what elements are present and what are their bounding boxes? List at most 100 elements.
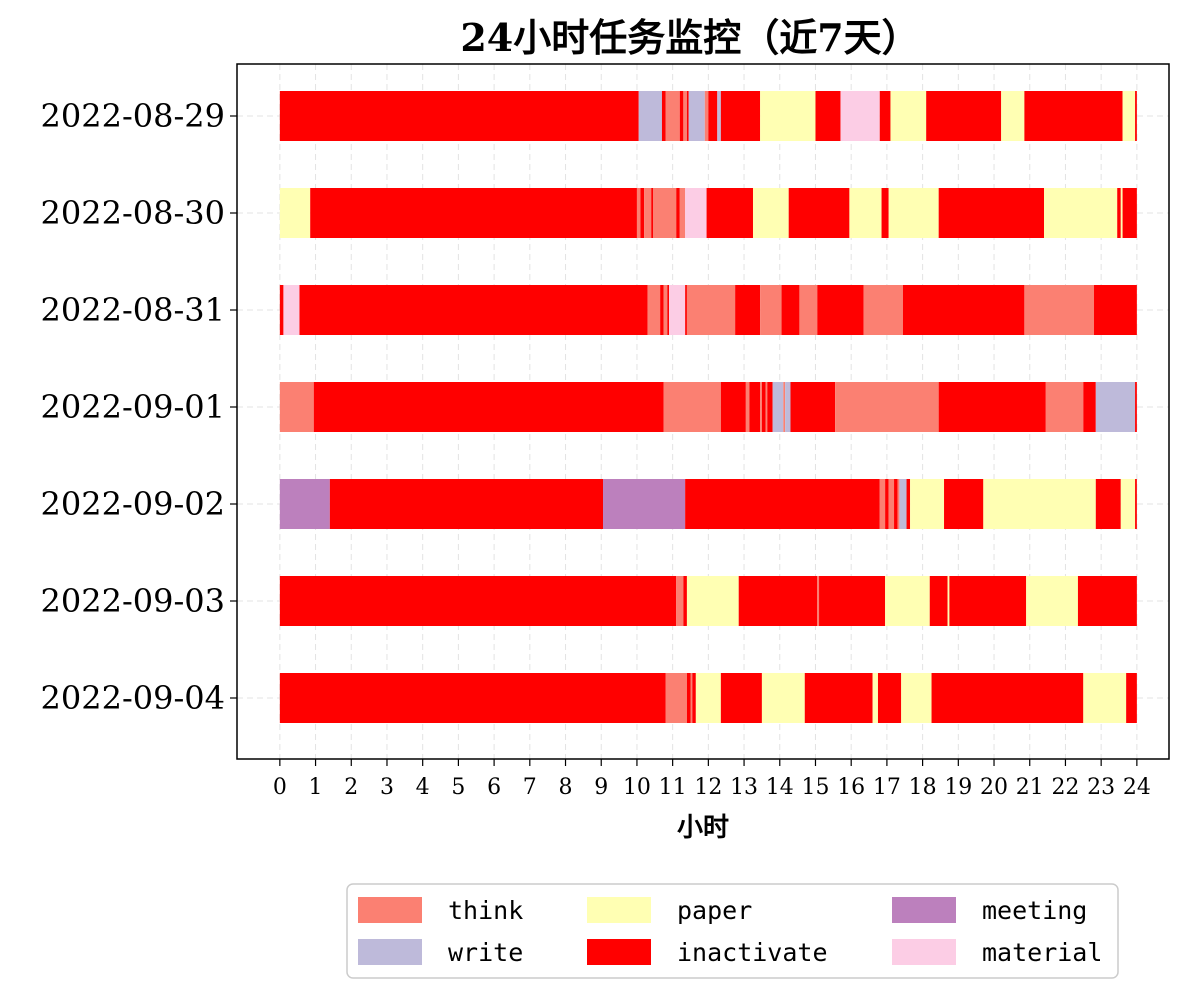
x-tick-label: 5 [451,775,465,800]
x-tick-label: 17 [873,775,901,800]
bar-segment-inactivate [640,188,645,238]
bar-segment-paper [947,576,950,626]
bar-segment-paper [890,91,927,141]
bar-segment-paper [1083,673,1127,723]
bar-segment-inactivate [877,673,902,723]
bar-segment-think [644,188,652,238]
bar-segment-inactivate [894,479,898,529]
bar-segment-inactivate [761,382,766,432]
bar-segment-think [760,285,782,335]
bar-segment-write [1095,382,1136,432]
bar-segment-think [745,382,750,432]
x-tick-label: 23 [1087,775,1115,800]
bar-segment-think [888,479,895,529]
bar-segment-think [1045,382,1084,432]
bar-segment-material [685,188,707,238]
bar-segment-inactivate [790,382,836,432]
bar-segment-think [799,285,818,335]
bar-segment-inactivate [767,382,773,432]
legend-label-meeting: meeting [982,896,1087,925]
bar-segment-inactivate [1135,91,1137,141]
bar-segment-inactivate [926,91,1002,141]
bar-segment-inactivate [1122,188,1137,238]
bar-segment-paper [1026,576,1078,626]
bar-segment-inactivate [685,285,687,335]
bar-segment-inactivate [706,188,753,238]
legend-label-paper: paper [677,896,752,925]
bar-segment-inactivate [879,91,891,141]
x-tick-label: 24 [1123,775,1151,800]
bar-segment-think [663,285,668,335]
x-tick-label: 20 [980,775,1008,800]
x-tick-label: 3 [380,775,394,800]
bar-segment-paper [1120,188,1123,238]
bar-segment-inactivate [735,285,761,335]
bar-segment-think [679,188,686,238]
x-tick-label: 19 [944,775,972,800]
bar-segment-inactivate [310,188,637,238]
bar-segment-think [897,479,900,529]
legend-swatch-meeting [892,897,956,923]
y-tick-label: 2022-08-29 [41,97,226,135]
y-axis: 2022-08-29 2022-08-30 2022-08-31 2022-09-01… [41,97,237,717]
bar-segment-inactivate [686,673,691,723]
bar-segment-write [717,91,721,141]
bar-segment-meeting [603,479,686,529]
bar-segment-think [665,91,680,141]
bar-segment-write [899,479,907,529]
bar-segment-write [772,382,784,432]
y-tick-label: 2022-08-31 [41,291,226,329]
bar-segment-write [688,91,705,141]
x-tick-label: 2 [344,775,358,800]
bar-segment-inactivate [313,382,664,432]
bar-segment-inactivate [1083,382,1096,432]
x-axis: 0 1 2 3 4 5 6 7 8 9 10 11 12 13 14 15 16 17 18 19 20 21 22 23 24 [273,759,1151,800]
bar-segment-inactivate [788,188,850,238]
x-tick-label: 22 [1051,775,1079,800]
x-tick-label: 16 [837,775,865,800]
bar-segment-paper [910,479,945,529]
bar-segment-think [863,285,903,335]
bar-segment-inactivate [804,673,873,723]
bar-segment-inactivate [661,91,666,141]
y-tick-label: 2022-09-02 [41,485,226,523]
bar-segment-inactivate [651,188,654,238]
x-tick-label: 18 [909,775,937,800]
bar-segment-inactivate [1077,576,1137,626]
bar-segment-inactivate [329,479,604,529]
bar-segment-paper [752,188,789,238]
legend-swatch-material [892,939,956,965]
bar-segment-inactivate [279,91,639,141]
bar-segment-paper [849,188,882,238]
bar-segment-inactivate [819,576,886,626]
bar-segment-inactivate [720,91,761,141]
bar-segment-think [1024,285,1095,335]
bar-segment-inactivate [902,285,1025,335]
bar-segment-inactivate [1117,188,1121,238]
bar-segment-paper [1120,479,1136,529]
x-tick-label: 9 [594,775,608,800]
bar-segment-inactivate [944,479,984,529]
bar-segment-inactivate [1126,673,1137,723]
bar-segment-inactivate [817,285,864,335]
bar-segment-paper [885,576,930,626]
bar-segment-think [663,382,721,432]
x-tick-label: 0 [273,775,287,800]
legend-swatch-paper [587,897,651,923]
bar-segment-meeting [279,479,330,529]
legend-label-material: material [982,938,1102,967]
bar-segment-inactivate [929,576,948,626]
bar-segment-inactivate [279,285,284,335]
bar-segment-paper [888,188,939,238]
bar-segment-paper [1044,188,1118,238]
bar-segment-think [879,479,886,529]
bar-segment-inactivate [1135,382,1137,432]
bar-segment-think [683,91,687,141]
bar-segment-paper [279,188,311,238]
x-tick-label: 13 [730,775,758,800]
bar-segment-inactivate [683,576,687,626]
bar-segment-think [676,576,684,626]
bar-segment-think [835,382,939,432]
bar-segment-inactivate [692,673,696,723]
